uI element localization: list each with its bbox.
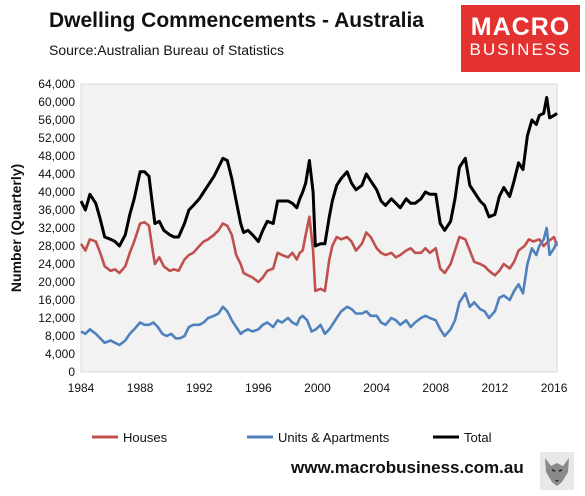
y-tick-label: 16,000	[38, 293, 75, 307]
chart-title: Dwelling Commencements - Australia	[49, 9, 424, 32]
macrobusiness-logo: MACRO BUSINESS	[461, 5, 580, 72]
y-tick-label: 48,000	[38, 149, 75, 163]
y-tick-label: 24,000	[38, 257, 75, 271]
logo-line-2: BUSINESS	[469, 40, 572, 59]
series-lines	[79, 96, 559, 347]
y-axis-label: Number (Quarterly)	[8, 164, 24, 292]
y-tick-label: 56,000	[38, 113, 75, 127]
y-tick-label: 64,000	[38, 77, 75, 91]
series-line-units-apartments	[80, 226, 559, 347]
x-tick-label: 2004	[363, 381, 390, 395]
legend: Houses Units & Apartments Total	[92, 430, 492, 445]
legend-label: Houses	[123, 430, 168, 445]
x-tick-label: 2008	[422, 381, 449, 395]
y-tick-label: 40,000	[38, 185, 75, 199]
y-tick-label: 0	[68, 365, 75, 379]
y-tick-label: 28,000	[38, 239, 75, 253]
website-url: www.macrobusiness.com.au	[291, 458, 524, 477]
x-tick-label: 1996	[245, 381, 272, 395]
logo-line-1: MACRO	[470, 13, 571, 41]
wolf-icon	[540, 452, 574, 490]
y-tick-label: 44,000	[38, 167, 75, 181]
source-note: Source:Australian Bureau of Statistics	[49, 42, 285, 58]
y-tick-label: 4,000	[45, 347, 75, 361]
x-tick-label: 2000	[304, 381, 331, 395]
x-tick-label: 2016	[541, 381, 568, 395]
y-tick-label: 52,000	[38, 131, 75, 145]
y-tick-label: 8,000	[45, 329, 75, 343]
legend-label: Units & Apartments	[278, 430, 390, 445]
y-axis-ticks: 0 4,000 8,000 12,000 16,000 20,000 24,000 28,00…	[38, 77, 75, 379]
y-tick-label: 32,000	[38, 221, 75, 235]
plot-area	[80, 83, 558, 373]
x-tick-label: 1984	[68, 381, 95, 395]
y-tick-label: 20,000	[38, 275, 75, 289]
x-tick-label: 2012	[482, 381, 509, 395]
y-tick-label: 36,000	[38, 203, 75, 217]
series-line-total	[79, 96, 558, 248]
x-tick-label: 1992	[186, 381, 213, 395]
x-axis-ticks: 1984 1988 1992 1996 2000 2004 2008 2012 2016	[68, 381, 568, 395]
y-tick-label: 60,000	[38, 95, 75, 109]
series-line-houses	[79, 215, 559, 293]
y-tick-label: 12,000	[38, 311, 75, 325]
legend-label: Total	[464, 430, 492, 445]
x-tick-label: 1988	[127, 381, 154, 395]
